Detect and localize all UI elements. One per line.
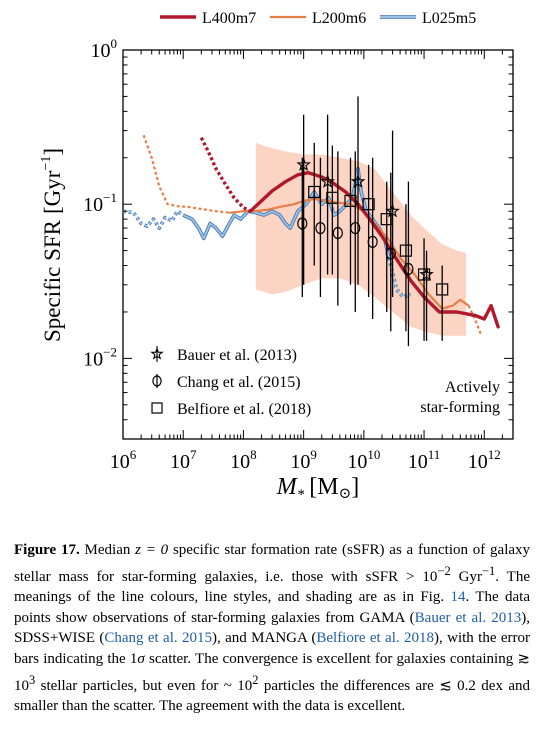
figure-chart: L400m7 L200m6 L025m5 106 107 108 109 1010 1011 1… bbox=[0, 0, 541, 520]
line-legend: L400m7 L200m6 L025m5 bbox=[160, 10, 476, 27]
x-axis-label-unit-symbol: ⊙ bbox=[339, 486, 352, 502]
x-tick-label: 1010 bbox=[347, 447, 380, 473]
y-axis-label-unit: [Gyr bbox=[40, 170, 65, 214]
legend-marker-circle bbox=[153, 374, 161, 388]
x-tick-label-base: 10 bbox=[170, 451, 190, 473]
x-tick-label-base: 10 bbox=[347, 451, 367, 473]
x-tick-label: 106 bbox=[110, 447, 137, 473]
x-tick-label-exp: 11 bbox=[428, 447, 441, 462]
x-tick-label-exp: 8 bbox=[250, 447, 257, 462]
annotation-line1: Actively bbox=[445, 379, 500, 396]
x-tick-label-exp: 10 bbox=[367, 447, 380, 462]
x-tick-label-base: 10 bbox=[468, 451, 488, 473]
y-axis-label-text: Specific SFR bbox=[40, 219, 65, 342]
x-tick-label-base: 10 bbox=[408, 451, 428, 473]
caption-figure-link[interactable]: 14 bbox=[450, 589, 465, 605]
x-tick-label: 108 bbox=[230, 447, 257, 473]
caption-z: z = 0 bbox=[135, 542, 168, 558]
x-tick-label-exp: 7 bbox=[190, 447, 197, 462]
legend-label-l025m5: L025m5 bbox=[422, 10, 476, 27]
x-axis-label: M* [M⊙] bbox=[276, 474, 359, 503]
figure-caption: Figure 17. Median z = 0 specific star fo… bbox=[14, 540, 530, 717]
legend-label-l200m6: L200m6 bbox=[312, 10, 366, 27]
x-tick-label-exp: 12 bbox=[488, 447, 501, 462]
x-tick-label: 1011 bbox=[408, 447, 441, 473]
x-tick-label-base: 10 bbox=[110, 451, 130, 473]
x-tick-label: 1012 bbox=[468, 447, 501, 473]
x-axis-label-subscript: * bbox=[297, 487, 305, 503]
y-tick-label: 100 bbox=[91, 36, 118, 62]
x-axis-label-symbol: M bbox=[276, 474, 299, 500]
y-tick-label-base: 10 bbox=[83, 348, 103, 370]
x-tick-label-base: 10 bbox=[290, 451, 310, 473]
caption-exp: −1 bbox=[482, 564, 495, 578]
y-tick-label-exp: −2 bbox=[103, 344, 117, 359]
series-l400m7-dashed bbox=[201, 138, 250, 212]
y-tick-label: 10−1 bbox=[83, 190, 117, 216]
caption-text: stellar particles, but even for ~ 10 bbox=[35, 678, 252, 694]
x-tick-label-base: 10 bbox=[230, 451, 250, 473]
x-tick-label: 109 bbox=[290, 447, 317, 473]
y-tick-label-base: 10 bbox=[83, 194, 103, 216]
caption-citation-link[interactable]: Bauer et al. 2013 bbox=[415, 610, 522, 626]
x-axis-label-unit: [M bbox=[309, 474, 338, 500]
caption-label: Figure 17. bbox=[14, 542, 80, 558]
caption-text: ), and MANGA ( bbox=[212, 630, 316, 646]
legend-marker-star bbox=[152, 346, 162, 362]
series-l200m6-dashed bbox=[144, 135, 231, 213]
y-tick-label-exp: 0 bbox=[111, 36, 118, 51]
legend-label-observation: Belfiore et al. (2018) bbox=[177, 401, 311, 418]
caption-exp: −2 bbox=[437, 564, 450, 578]
caption-citation-link[interactable]: Belfiore et al. 2018 bbox=[316, 630, 434, 646]
y-axis-label: Specific SFR [Gyr−1] bbox=[39, 148, 65, 342]
caption-text: Median bbox=[80, 542, 135, 558]
annotation-line2: star-forming bbox=[420, 399, 500, 416]
legend-marker-square bbox=[152, 403, 162, 413]
caption-sigma: σ bbox=[137, 651, 144, 667]
y-tick-label: 10−2 bbox=[83, 344, 117, 370]
y-axis-label-unit-exp: −1 bbox=[39, 156, 54, 171]
observation-legend: Bauer et al. (2013) Chang et al. (2015) Be… bbox=[152, 346, 311, 418]
x-axis-label-unit-close: ] bbox=[351, 474, 359, 500]
series-l200m6-dashed bbox=[469, 306, 482, 336]
y-tick-label-exp: −1 bbox=[103, 190, 117, 205]
x-tick-label: 107 bbox=[170, 447, 197, 473]
y-axis-label-unit-close: ] bbox=[40, 148, 65, 156]
legend-label-observation: Bauer et al. (2013) bbox=[177, 347, 297, 364]
y-tick-label-base: 10 bbox=[91, 40, 111, 62]
caption-citation-link[interactable]: Chang et al. 2015 bbox=[104, 630, 212, 646]
caption-text: Gyr bbox=[451, 569, 482, 585]
x-tick-label-exp: 6 bbox=[130, 447, 137, 462]
legend-label-observation: Chang et al. (2015) bbox=[177, 374, 301, 391]
x-tick-label-exp: 9 bbox=[310, 447, 317, 462]
legend-label-l400m7: L400m7 bbox=[202, 10, 256, 27]
